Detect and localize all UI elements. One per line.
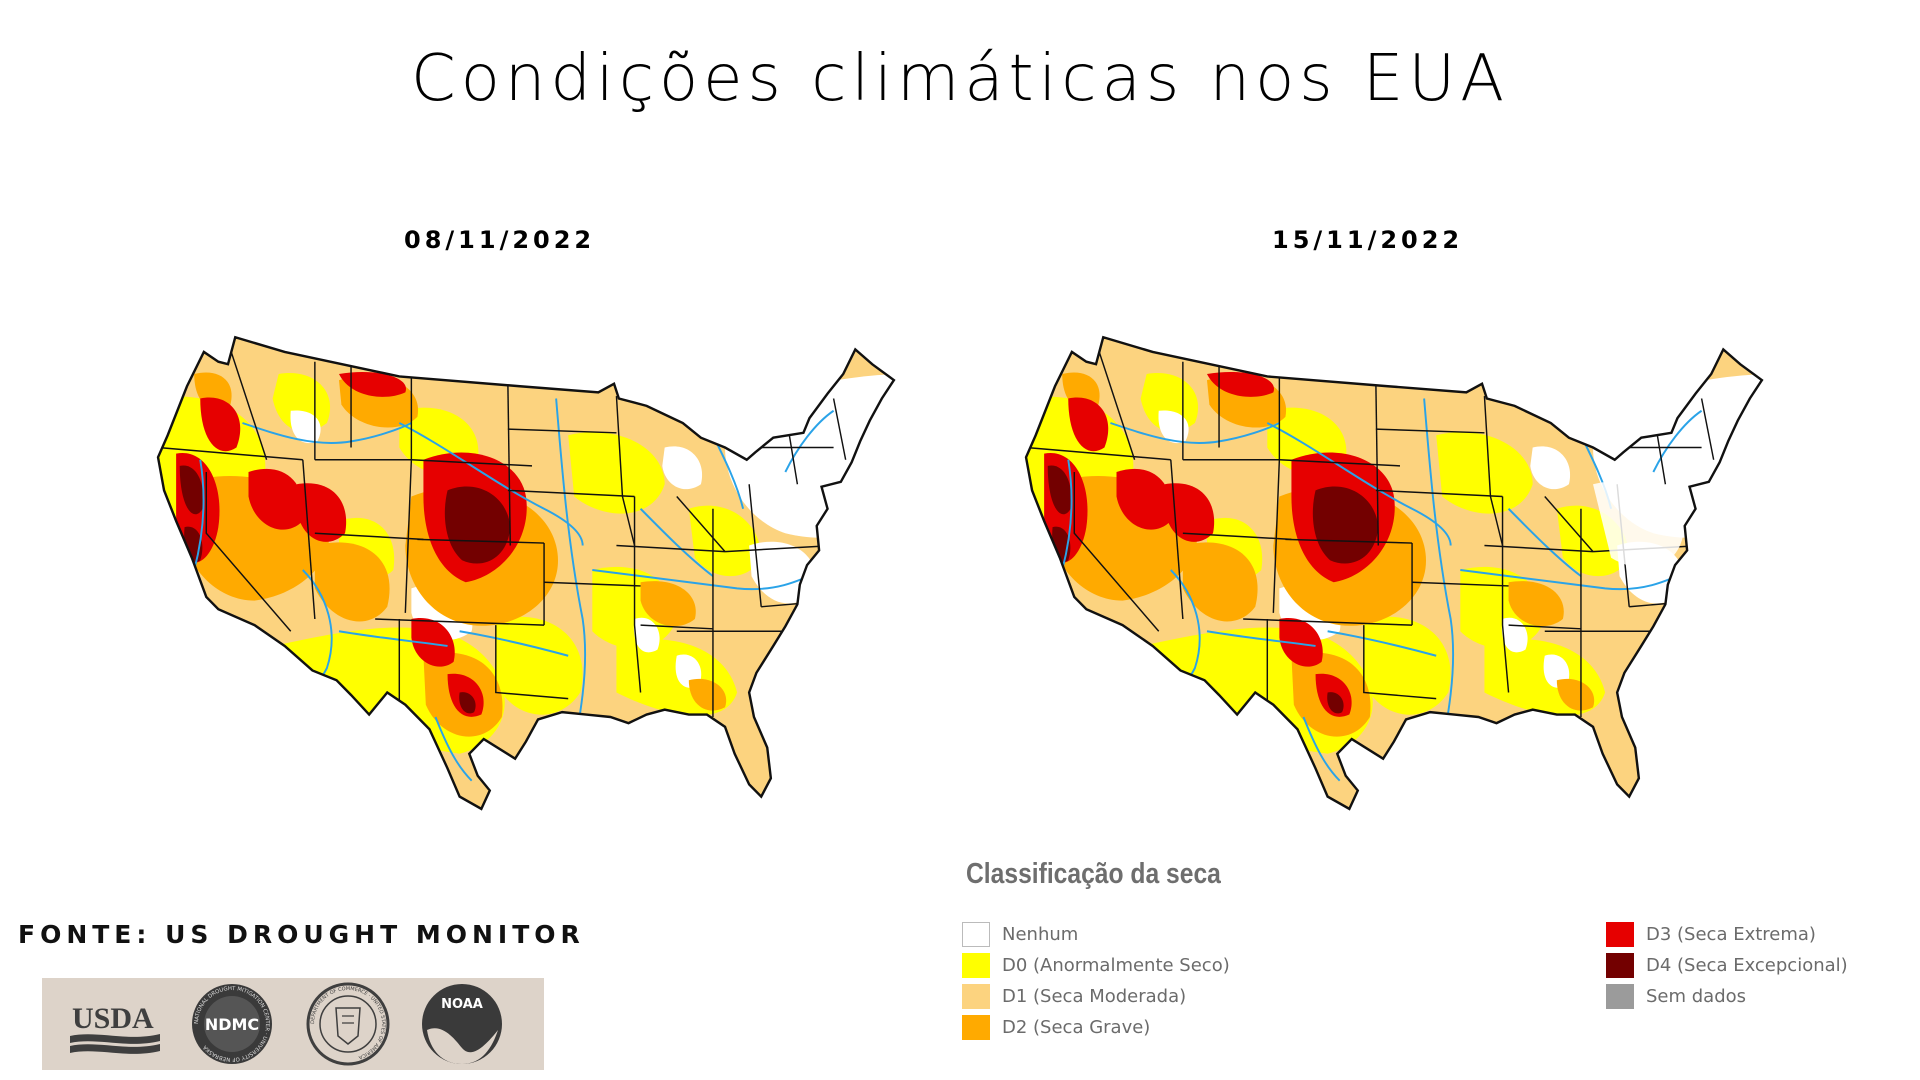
- legend-swatch: [962, 984, 990, 1009]
- map-date-left: 08/11/2022: [404, 226, 596, 254]
- legend-swatch: [1606, 984, 1634, 1009]
- commerce-seal-logo: DEPARTMENT OF COMMERCE · UNITED STATES O…: [306, 982, 390, 1066]
- legend-item-no-data: Sem dados: [1606, 984, 1746, 1009]
- legend-label: D1 (Seca Moderada): [1002, 986, 1187, 1007]
- map-date-right: 15/11/2022: [1272, 226, 1464, 254]
- legend-swatch: [962, 922, 990, 947]
- legend-item-d2: D2 (Seca Grave): [962, 1015, 1150, 1040]
- logo-strip-graphic: USDA NDMC NATIONAL DROUGHT MITIGATION CE…: [70, 982, 502, 1066]
- legend-label: D2 (Seca Grave): [1002, 1017, 1151, 1038]
- noaa-logo-text: NOAA: [441, 997, 483, 1012]
- legend-label: Nenhum: [1002, 924, 1079, 945]
- usda-logo: USDA: [70, 1002, 160, 1054]
- legend-label: D3 (Seca Extrema): [1646, 924, 1816, 945]
- legend-swatch: [962, 1015, 990, 1040]
- legend-item-d3: D3 (Seca Extrema): [1606, 922, 1816, 947]
- legend-item-d1: D1 (Seca Moderada): [962, 984, 1186, 1009]
- legend-item-d4: D4 (Seca Excepcional): [1606, 953, 1848, 978]
- ndmc-logo-text: NDMC: [205, 1015, 259, 1034]
- source-label: FONTE: US DROUGHT MONITOR: [18, 920, 585, 949]
- drought-map-left: [152, 325, 912, 815]
- ndmc-logo: NDMC NATIONAL DROUGHT MITIGATION CENTER …: [192, 984, 272, 1064]
- page-title: Condições climáticas nos EUA: [411, 42, 1509, 116]
- drought-map-right: [1020, 325, 1780, 815]
- legend-item-none: Nenhum: [962, 922, 1078, 947]
- legend-title: Classificação da seca: [966, 858, 1221, 890]
- legend-label: D0 (Anormalmente Seco): [1002, 955, 1230, 976]
- legend-swatch: [1606, 922, 1634, 947]
- logo-strip: USDA NDMC NATIONAL DROUGHT MITIGATION CE…: [42, 978, 544, 1070]
- legend-label: D4 (Seca Excepcional): [1646, 955, 1848, 976]
- legend-item-d0: D0 (Anormalmente Seco): [962, 953, 1230, 978]
- legend-swatch: [962, 953, 990, 978]
- noaa-logo: NOAA: [422, 984, 502, 1064]
- usda-logo-text: USDA: [72, 1002, 154, 1035]
- legend-swatch: [1606, 953, 1634, 978]
- legend-label: Sem dados: [1646, 986, 1747, 1007]
